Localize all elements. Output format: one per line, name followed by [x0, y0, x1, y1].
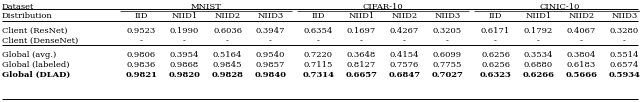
Text: NIID1: NIID1	[348, 12, 374, 20]
Text: 0.9845: 0.9845	[212, 61, 243, 69]
Text: -: -	[446, 37, 449, 45]
Text: 0.6171: 0.6171	[481, 27, 510, 35]
Text: 0.5514: 0.5514	[610, 51, 639, 59]
Text: Dataset: Dataset	[2, 3, 35, 11]
Text: 0.6574: 0.6574	[610, 61, 639, 69]
Text: -: -	[226, 37, 229, 45]
Text: IID: IID	[489, 12, 502, 20]
Text: CIFAR-10: CIFAR-10	[363, 3, 403, 11]
Text: 0.4154: 0.4154	[390, 51, 419, 59]
Text: 0.9806: 0.9806	[127, 51, 156, 59]
Text: 0.6657: 0.6657	[346, 71, 378, 79]
Text: 0.9821: 0.9821	[125, 71, 157, 79]
Text: 0.6256: 0.6256	[481, 51, 510, 59]
Text: 0.3804: 0.3804	[567, 51, 596, 59]
Text: -: -	[494, 37, 497, 45]
Text: 0.9523: 0.9523	[127, 27, 156, 35]
Text: 0.9828: 0.9828	[211, 71, 243, 79]
Text: 0.5666: 0.5666	[566, 71, 598, 79]
Text: 0.7027: 0.7027	[431, 71, 463, 79]
Text: NIID1: NIID1	[525, 12, 552, 20]
Text: 0.3534: 0.3534	[524, 51, 553, 59]
Text: 0.1697: 0.1697	[347, 27, 376, 35]
Text: 0.7220: 0.7220	[304, 51, 333, 59]
Text: 0.9836: 0.9836	[127, 61, 156, 69]
Text: NIID3: NIID3	[435, 12, 461, 20]
Text: 0.4067: 0.4067	[567, 27, 596, 35]
Text: 0.6266: 0.6266	[522, 71, 554, 79]
Text: IID: IID	[312, 12, 325, 20]
Text: Global (DLAD): Global (DLAD)	[2, 71, 70, 79]
Text: NIID2: NIID2	[214, 12, 241, 20]
Text: 0.9857: 0.9857	[256, 61, 285, 69]
Text: 0.9840: 0.9840	[255, 71, 287, 79]
Text: 0.7115: 0.7115	[304, 61, 333, 69]
Text: 0.7576: 0.7576	[390, 61, 419, 69]
Text: -: -	[317, 37, 320, 45]
Text: 0.7755: 0.7755	[433, 61, 462, 69]
Text: IID: IID	[135, 12, 148, 20]
Text: 0.9540: 0.9540	[256, 51, 285, 59]
Text: 0.6323: 0.6323	[479, 71, 511, 79]
Text: -: -	[140, 37, 143, 45]
Text: 0.5934: 0.5934	[609, 71, 640, 79]
Text: 0.1990: 0.1990	[170, 27, 199, 35]
Text: 0.3954: 0.3954	[170, 51, 199, 59]
Text: 0.6256: 0.6256	[481, 61, 510, 69]
Text: 0.9820: 0.9820	[168, 71, 200, 79]
Text: NIID1: NIID1	[172, 12, 198, 20]
Text: 0.6847: 0.6847	[388, 71, 420, 79]
Text: 0.6036: 0.6036	[213, 27, 242, 35]
Text: 0.6880: 0.6880	[524, 61, 553, 69]
Text: 0.7314: 0.7314	[303, 71, 335, 79]
Text: Global (avg.): Global (avg.)	[2, 51, 56, 59]
Text: -: -	[580, 37, 583, 45]
Text: 0.6354: 0.6354	[304, 27, 333, 35]
Text: 0.1792: 0.1792	[524, 27, 553, 35]
Text: NIID2: NIID2	[392, 12, 417, 20]
Text: NIID2: NIID2	[568, 12, 595, 20]
Text: 0.3947: 0.3947	[256, 27, 285, 35]
Text: Client (DenseNet): Client (DenseNet)	[2, 37, 78, 45]
Text: -: -	[269, 37, 272, 45]
Text: -: -	[183, 37, 186, 45]
Text: 0.6183: 0.6183	[567, 61, 596, 69]
Text: -: -	[537, 37, 540, 45]
Text: Distribution: Distribution	[2, 12, 52, 20]
Text: Client (ResNet): Client (ResNet)	[2, 27, 67, 35]
Text: 0.9868: 0.9868	[170, 61, 199, 69]
Text: 0.3648: 0.3648	[347, 51, 376, 59]
Text: 0.6099: 0.6099	[433, 51, 462, 59]
Text: MNIST: MNIST	[191, 3, 221, 11]
Text: -: -	[360, 37, 363, 45]
Text: NIID3: NIID3	[611, 12, 637, 20]
Text: 0.3280: 0.3280	[610, 27, 639, 35]
Text: NIID3: NIID3	[257, 12, 284, 20]
Text: 0.8127: 0.8127	[347, 61, 376, 69]
Text: -: -	[403, 37, 406, 45]
Text: 0.4267: 0.4267	[390, 27, 419, 35]
Text: 0.3205: 0.3205	[433, 27, 462, 35]
Text: 0.5164: 0.5164	[213, 51, 242, 59]
Text: Global (labeled): Global (labeled)	[2, 61, 70, 69]
Text: CINIC-10: CINIC-10	[540, 3, 580, 11]
Text: -: -	[623, 37, 626, 45]
